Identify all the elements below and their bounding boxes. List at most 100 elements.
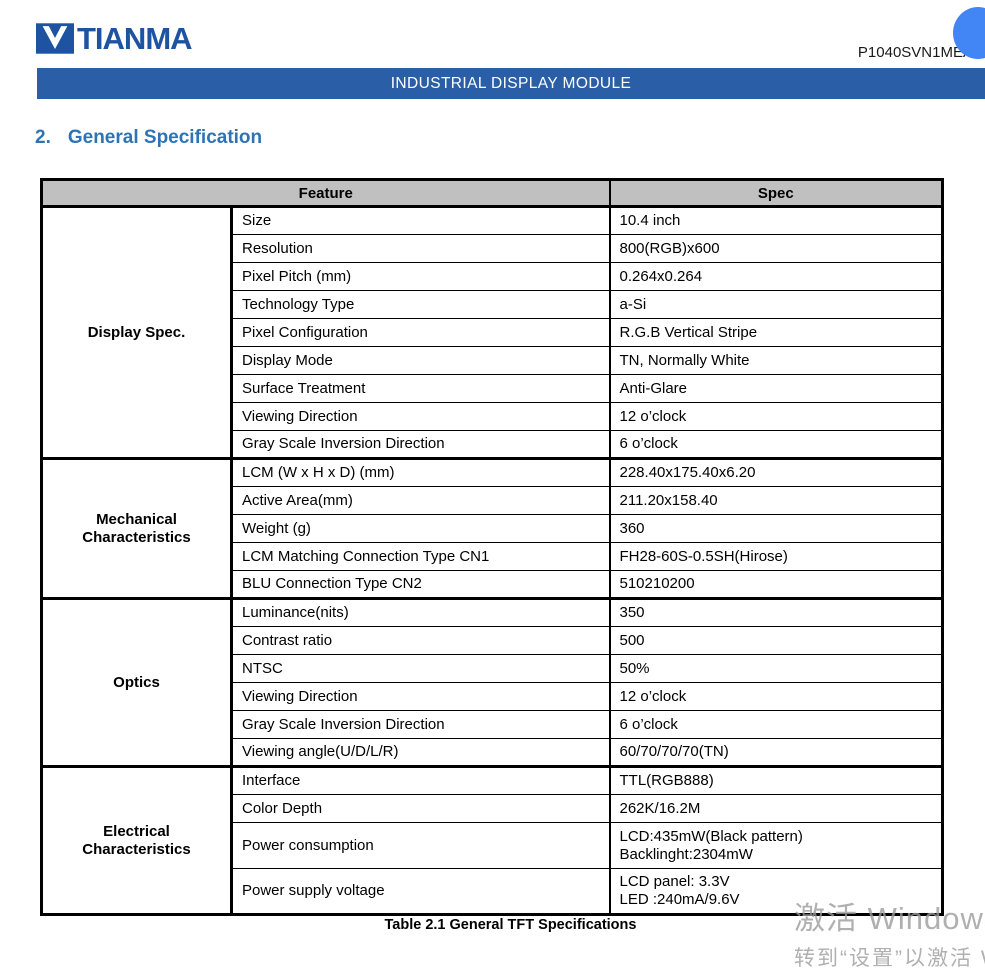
- table-row: Pixel Pitch (mm) 0.264x0.264: [42, 262, 943, 291]
- feature-cell: Active Area(mm): [231, 486, 611, 515]
- group-label: Optics: [41, 597, 233, 767]
- tianma-logo-text: TIANMA: [77, 21, 193, 56]
- spec-cell: Anti-Glare: [609, 374, 943, 403]
- spec-cell: 12 o’clock: [609, 402, 943, 431]
- spec-line: TN, Normally White: [619, 351, 750, 369]
- spec-cell: LCD:435mW(Black pattern) Backlinght:2304m…: [609, 822, 943, 869]
- feature-cell: Gray Scale Inversion Direction: [231, 430, 611, 459]
- spec-line: FH28-60S-0.5SH(Hirose): [619, 547, 788, 565]
- feature-cell: Contrast ratio: [231, 626, 611, 655]
- spec-line: LCD panel: 3.3V: [619, 873, 730, 890]
- feature-cell: Luminance(nits): [231, 597, 611, 627]
- feature-cell: Surface Treatment: [231, 374, 611, 403]
- feature-cell: Power consumption: [231, 822, 611, 869]
- spec-line: a-Si: [619, 295, 647, 313]
- spec-cell: 211.20x158.40: [609, 486, 943, 515]
- feature-cell: Pixel Pitch (mm): [231, 262, 611, 291]
- feature-cell: Viewing angle(U/D/L/R): [231, 738, 611, 767]
- spec-cell: 360: [609, 514, 943, 543]
- feature-cell: Technology Type: [231, 290, 611, 319]
- section-heading: 2. General Specification: [35, 127, 262, 149]
- spec-table-body: Display Spec. Size 10.4 inch Resolution 800(…: [41, 205, 943, 915]
- spec-cell: 800(RGB)x600: [609, 234, 943, 263]
- spec-line: 262K/16.2M: [619, 799, 701, 817]
- table-row: Technology Type a-Si: [42, 290, 943, 319]
- column-header-feature: Feature: [41, 179, 611, 208]
- spec-cell: 50%: [609, 654, 943, 683]
- feature-cell: Power supply voltage: [231, 868, 611, 915]
- spec-cell: TN, Normally White: [609, 346, 943, 375]
- feature-cell: Gray Scale Inversion Direction: [231, 710, 611, 739]
- watermark-line2: 转到“设置”以激活 Windows。: [794, 947, 985, 970]
- spec-cell: a-Si: [609, 290, 943, 319]
- feature-cell: Viewing Direction: [231, 402, 611, 431]
- table-row: Optics Luminance(nits) 350: [41, 597, 943, 767]
- spec-line: R.G.B Vertical Stripe: [619, 323, 758, 341]
- spec-line: 800(RGB)x600: [619, 239, 720, 257]
- spec-cell: 228.40x175.40x6.20: [609, 457, 943, 487]
- table-row: Gray Scale Inversion Direction 6 o’clock: [42, 430, 943, 459]
- spec-cell: 6 o’clock: [609, 430, 943, 459]
- spec-line: 60/70/70/70(TN): [619, 743, 729, 760]
- spec-line: Backlinght:2304mW: [619, 845, 753, 863]
- feature-cell: Resolution: [231, 234, 611, 263]
- spec-line: 350: [619, 604, 645, 621]
- spec-line: Anti-Glare: [619, 379, 688, 397]
- part-number: P1040SVN1MEAB: [857, 44, 983, 61]
- spec-cell: 262K/16.2M: [609, 794, 943, 823]
- tianma-logo-icon: [36, 23, 74, 54]
- spec-line: 12 o’clock: [619, 407, 687, 425]
- spec-line: 500: [619, 631, 645, 649]
- table-row: Gray Scale Inversion Direction 6 o’clock: [42, 710, 943, 739]
- spec-cell: R.G.B Vertical Stripe: [609, 318, 943, 347]
- group-label: Electrical Characteristics: [41, 765, 233, 915]
- spec-cell: FH28-60S-0.5SH(Hirose): [609, 542, 943, 571]
- spec-line: TTL(RGB888): [619, 772, 714, 789]
- document-banner: INDUSTRIAL DISPLAY MODULE: [37, 68, 985, 99]
- table-row: Display Mode TN, Normally White: [42, 346, 943, 375]
- table-row: Display Spec. Size 10.4 inch: [41, 205, 943, 459]
- table-row: Viewing angle(U/D/L/R) 60/70/70/70(TN): [42, 738, 943, 767]
- group-label: Mechanical Characteristics: [41, 457, 233, 599]
- table-caption: Table 2.1 General TFT Specifications: [384, 917, 637, 933]
- table-row: LCM Matching Connection Type CN1 FH28-60S…: [42, 542, 943, 571]
- spec-cell: 350: [609, 597, 943, 627]
- spec-line: 228.40x175.40x6.20: [619, 464, 756, 481]
- spec-line: 0.264x0.264: [619, 267, 703, 285]
- spec-line: 510210200: [619, 575, 695, 592]
- tianma-logo: TIANMA: [36, 21, 193, 56]
- table-row: Power supply voltage LCD panel: 3.3V LED :…: [42, 868, 943, 915]
- column-header-spec: Spec: [609, 179, 943, 208]
- spec-cell: 500: [609, 626, 943, 655]
- spec-line: LED :240mA/9.6V: [619, 891, 740, 908]
- spec-cell: LCD panel: 3.3V LED :240mA/9.6V: [609, 868, 943, 915]
- group-label: Display Spec.: [41, 205, 233, 459]
- section-number: 2.: [35, 127, 51, 148]
- spec-cell: 10.4 inch: [609, 205, 943, 235]
- spec-line: 12 o’clock: [619, 687, 687, 705]
- spec-cell: 510210200: [609, 570, 943, 599]
- spec-line: 6 o’clock: [619, 435, 678, 452]
- feature-cell: LCM Matching Connection Type CN1: [231, 542, 611, 571]
- feature-cell: Color Depth: [231, 794, 611, 823]
- spec-cell: 12 o’clock: [609, 682, 943, 711]
- spec-cell: TTL(RGB888): [609, 765, 943, 795]
- spec-line: LCD:435mW(Black pattern): [619, 827, 803, 845]
- feature-cell: Interface: [231, 765, 611, 795]
- feature-cell: Viewing Direction: [231, 682, 611, 711]
- feature-cell: Weight (g): [231, 514, 611, 543]
- table-row: Color Depth 262K/16.2M: [42, 794, 943, 823]
- feature-cell: Size: [231, 205, 611, 235]
- feature-cell: Display Mode: [231, 346, 611, 375]
- spec-line: 360: [619, 519, 645, 537]
- table-row: Viewing Direction 12 o’clock: [42, 682, 943, 711]
- spec-table: Feature Spec Display Spec. Size 10.4 inch R…: [40, 178, 944, 916]
- feature-cell: Pixel Configuration: [231, 318, 611, 347]
- section-title: General Specification: [67, 127, 263, 148]
- spec-cell: 0.264x0.264: [609, 262, 943, 291]
- table-row: Electrical Characteristics Interface TTL(R…: [41, 765, 943, 915]
- feature-cell: BLU Connection Type CN2: [231, 570, 611, 599]
- feature-cell: LCM (W x H x D) (mm): [231, 457, 611, 487]
- spec-line: 10.4 inch: [619, 212, 681, 229]
- spec-cell: 6 o’clock: [609, 710, 943, 739]
